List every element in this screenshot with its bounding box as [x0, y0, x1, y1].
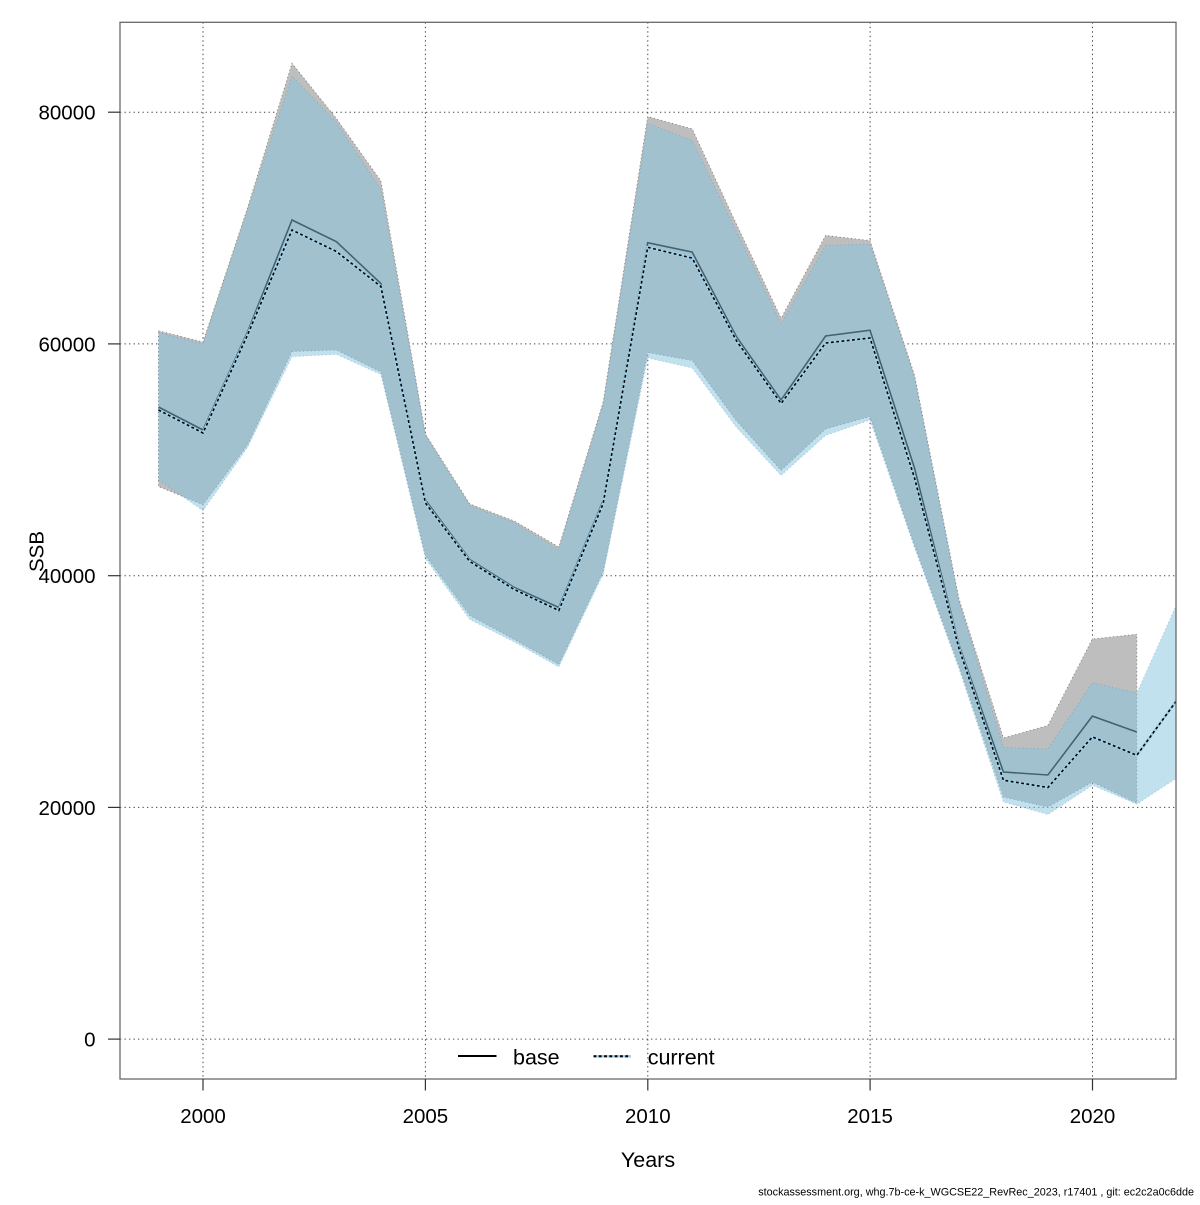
- svg-text:base: base: [513, 1046, 560, 1070]
- svg-text:2010: 2010: [625, 1105, 671, 1128]
- svg-text:current: current: [648, 1046, 715, 1070]
- svg-text:2020: 2020: [1070, 1105, 1116, 1128]
- svg-text:SSB: SSB: [26, 531, 49, 572]
- svg-text:80000: 80000: [38, 102, 95, 125]
- svg-text:2000: 2000: [180, 1105, 226, 1128]
- svg-text:2005: 2005: [403, 1105, 449, 1128]
- svg-text:0: 0: [84, 1029, 95, 1052]
- svg-text:60000: 60000: [38, 333, 95, 356]
- svg-text:Years: Years: [621, 1148, 675, 1172]
- svg-text:20000: 20000: [38, 797, 95, 820]
- svg-text:40000: 40000: [38, 565, 95, 588]
- svg-text:2015: 2015: [847, 1105, 893, 1128]
- svg-text:stockassessment.org, whg.7b-ce: stockassessment.org, whg.7b-ce-k_WGCSE22…: [758, 1187, 1194, 1199]
